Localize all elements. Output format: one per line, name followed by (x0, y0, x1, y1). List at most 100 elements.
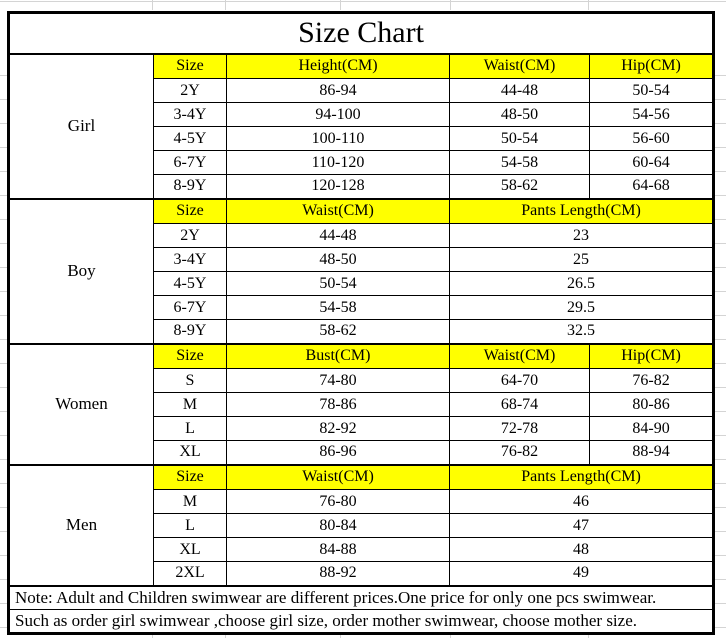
data-cell: 120-128 (226, 174, 450, 199)
spreadsheet-gridline (340, 0, 341, 10)
data-cell: 84-88 (226, 537, 450, 562)
data-cell: 58-62 (226, 319, 450, 344)
header-cell: Pants Length(CM) (448, 197, 715, 224)
category-cell-women: Women (8, 342, 154, 465)
data-cell: 88-92 (226, 561, 450, 586)
header-cell: Waist(CM) (449, 52, 590, 79)
table-row: 3-4Y 94-100 48-50 54-56 (9, 102, 715, 127)
data-cell: 48 (448, 537, 715, 562)
data-cell: 68-74 (449, 392, 590, 417)
data-cell: 50-54 (449, 126, 590, 151)
header-cell: Hip(CM) (588, 342, 715, 369)
data-cell: XL (153, 440, 227, 465)
header-cell: Waist(CM) (449, 342, 590, 369)
data-cell: 78-86 (226, 392, 450, 417)
data-cell: M (153, 392, 227, 417)
header-cell: Size (153, 52, 227, 79)
data-cell: 54-58 (449, 150, 590, 175)
spreadsheet-gridline (450, 632, 451, 638)
data-cell: 56-60 (588, 126, 715, 151)
spreadsheet-gridline (0, 1, 726, 2)
data-cell: 4-5Y (153, 271, 227, 296)
spreadsheet-gridline (225, 632, 226, 638)
data-cell: 84-90 (588, 416, 715, 441)
spreadsheet-gridline (714, 52, 726, 630)
data-cell: 72-78 (449, 416, 590, 441)
spreadsheet-gridline (0, 52, 7, 630)
data-cell: 48-50 (226, 247, 450, 272)
data-cell: 44-48 (449, 78, 590, 103)
category-cell-boy: Boy (8, 197, 154, 344)
table-row: S 74-80 64-70 76-82 (9, 368, 715, 393)
data-cell: 25 (448, 247, 715, 272)
data-cell: 32.5 (448, 319, 715, 344)
data-cell: 60-64 (588, 150, 715, 175)
header-cell: Size (153, 342, 227, 369)
data-cell: 86-96 (226, 440, 450, 465)
spreadsheet-gridline (588, 632, 589, 638)
data-cell: 58-62 (449, 174, 590, 199)
size-chart-table: Size Chart Girl Size Height(CM) Waist(CM… (7, 11, 716, 635)
data-cell: 47 (448, 513, 715, 538)
data-cell: L (153, 513, 227, 538)
header-cell: Waist(CM) (226, 197, 450, 224)
header-cell: Height(CM) (226, 52, 450, 79)
data-cell: 76-80 (226, 489, 450, 514)
data-cell: 3-4Y (153, 247, 227, 272)
page-title: Size Chart (7, 12, 715, 55)
data-cell: 6-7Y (153, 150, 227, 175)
header-cell: Hip(CM) (588, 52, 715, 79)
spreadsheet-gridline (450, 0, 451, 10)
header-cell: Size (153, 463, 227, 490)
table-row: 8-9Y 58-62 32.5 (9, 319, 715, 344)
data-cell: 76-82 (588, 368, 715, 393)
note-text: Such as order girl swimwear ,choose girl… (7, 609, 715, 634)
data-cell: 88-94 (588, 440, 715, 465)
category-cell-men: Men (8, 463, 154, 586)
spreadsheet-gridline (340, 632, 341, 638)
data-cell: 82-92 (226, 416, 450, 441)
data-cell: 2XL (153, 561, 227, 586)
table-row: 2Y 86-94 44-48 50-54 (9, 78, 715, 103)
data-cell: 6-7Y (153, 295, 227, 320)
data-cell: 46 (448, 489, 715, 514)
data-cell: 64-68 (588, 174, 715, 199)
spreadsheet-gridline (588, 0, 589, 10)
data-cell: 29.5 (448, 295, 715, 320)
table-row: 2XL 88-92 49 (9, 561, 715, 586)
data-cell: 26.5 (448, 271, 715, 296)
note-row: Note: Adult and Children swimwear are di… (7, 584, 715, 610)
data-cell: 50-54 (588, 78, 715, 103)
data-cell: 44-48 (226, 223, 450, 248)
data-cell: 8-9Y (153, 319, 227, 344)
data-cell: 4-5Y (153, 126, 227, 151)
spreadsheet-gridline (152, 632, 153, 638)
data-cell: 48-50 (449, 102, 590, 127)
table-row: L 80-84 47 (9, 513, 715, 538)
data-cell: 80-84 (226, 513, 450, 538)
header-cell: Bust(CM) (226, 342, 450, 369)
data-cell: 23 (448, 223, 715, 248)
data-cell: 49 (448, 561, 715, 586)
header-cell: Pants Length(CM) (448, 463, 715, 490)
data-cell: 94-100 (226, 102, 450, 127)
data-cell: 86-94 (226, 78, 450, 103)
table-row: M 76-80 46 (9, 489, 715, 514)
data-cell: 54-56 (588, 102, 715, 127)
data-cell: 110-120 (226, 150, 450, 175)
table-row: XL 86-96 76-82 88-94 (9, 440, 715, 465)
table-row: 2Y 44-48 23 (9, 223, 715, 248)
data-cell: 54-58 (226, 295, 450, 320)
spreadsheet-gridline (152, 0, 153, 10)
data-cell: M (153, 489, 227, 514)
data-cell: 2Y (153, 78, 227, 103)
category-cell-girl: Girl (8, 52, 154, 199)
header-cell: Size (153, 197, 227, 224)
data-cell: 2Y (153, 223, 227, 248)
data-cell: 50-54 (226, 271, 450, 296)
data-cell: L (153, 416, 227, 441)
spreadsheet-gridline (225, 0, 226, 10)
data-cell: 76-82 (449, 440, 590, 465)
table-row: 6-7Y 54-58 29.5 (9, 295, 715, 320)
data-cell: XL (153, 537, 227, 562)
